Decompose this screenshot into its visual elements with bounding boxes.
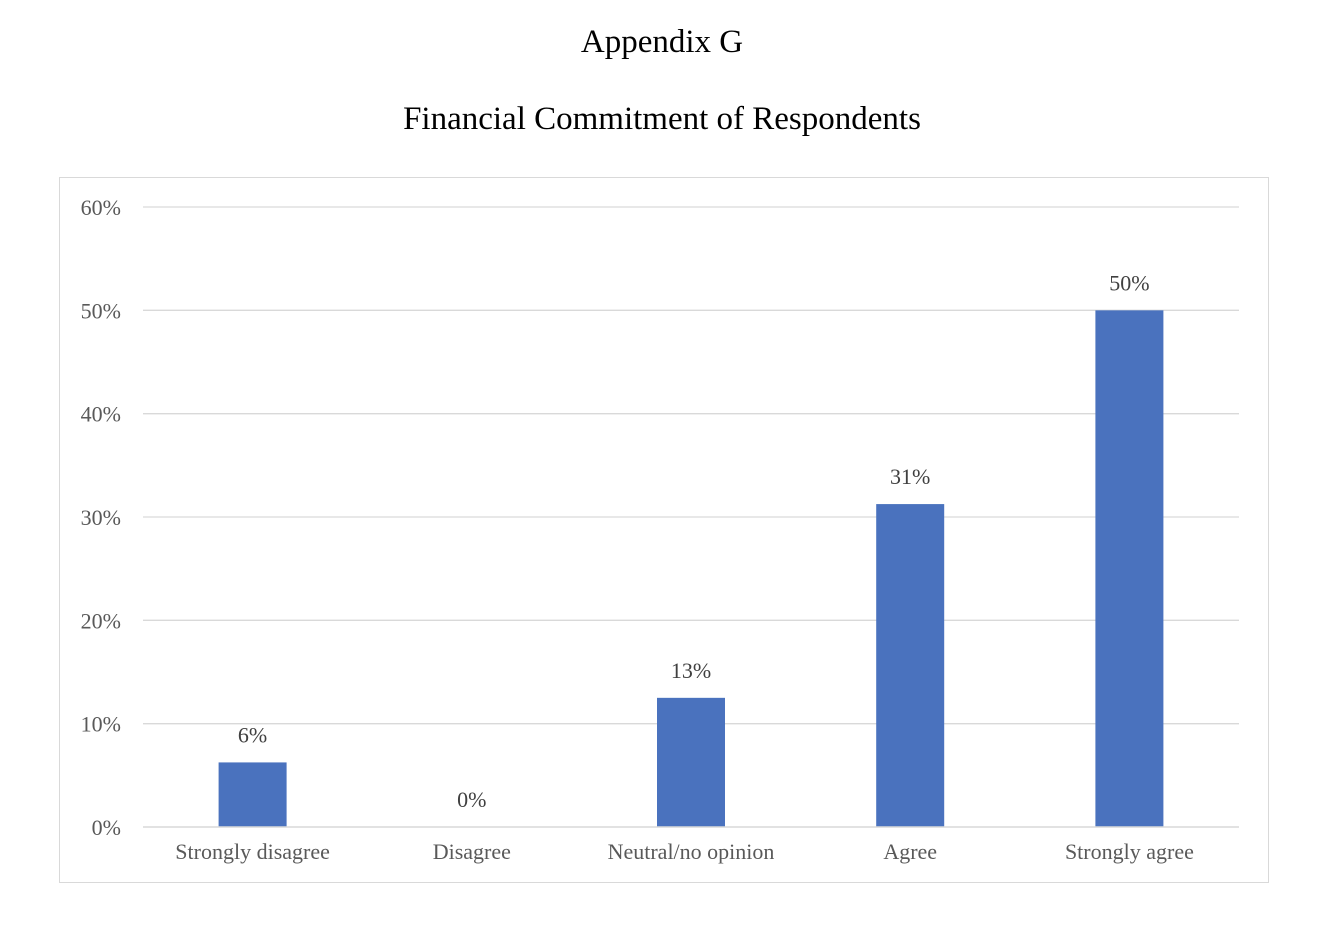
data-labels: 6% 0% 13% 31% 50% (238, 270, 1150, 812)
data-label: 50% (1109, 270, 1149, 295)
bars (218, 310, 1164, 827)
bar (218, 762, 287, 827)
y-tick-label: 20% (81, 608, 121, 633)
y-tick-label: 0% (92, 815, 121, 840)
category-label: Strongly agree (1065, 839, 1194, 864)
category-label: Agree (883, 839, 937, 864)
category-label: Strongly disagree (175, 839, 330, 864)
y-tick-label: 50% (81, 298, 121, 323)
bar (876, 504, 945, 827)
y-axis-ticks: 0% 10% 20% 30% 40% 50% 60% (81, 195, 121, 840)
chart-title: Financial Commitment of Respondents (403, 101, 921, 137)
data-label: 0% (457, 787, 486, 812)
y-tick-label: 60% (81, 195, 121, 220)
y-tick-label: 10% (81, 712, 121, 737)
data-label: 13% (671, 658, 711, 683)
gridlines (143, 206, 1239, 725)
category-labels: Strongly disagree Disagree Neutral/no opin… (175, 839, 1194, 864)
y-tick-label: 30% (81, 505, 121, 530)
category-label: Neutral/no opinion (608, 839, 775, 864)
bar (657, 697, 725, 827)
data-label: 6% (238, 722, 267, 747)
category-label: Disagree (433, 839, 511, 864)
data-label: 31% (890, 464, 930, 489)
appendix-heading: Appendix G (580, 24, 744, 60)
bar (1095, 310, 1164, 827)
y-tick-label: 40% (81, 402, 121, 427)
